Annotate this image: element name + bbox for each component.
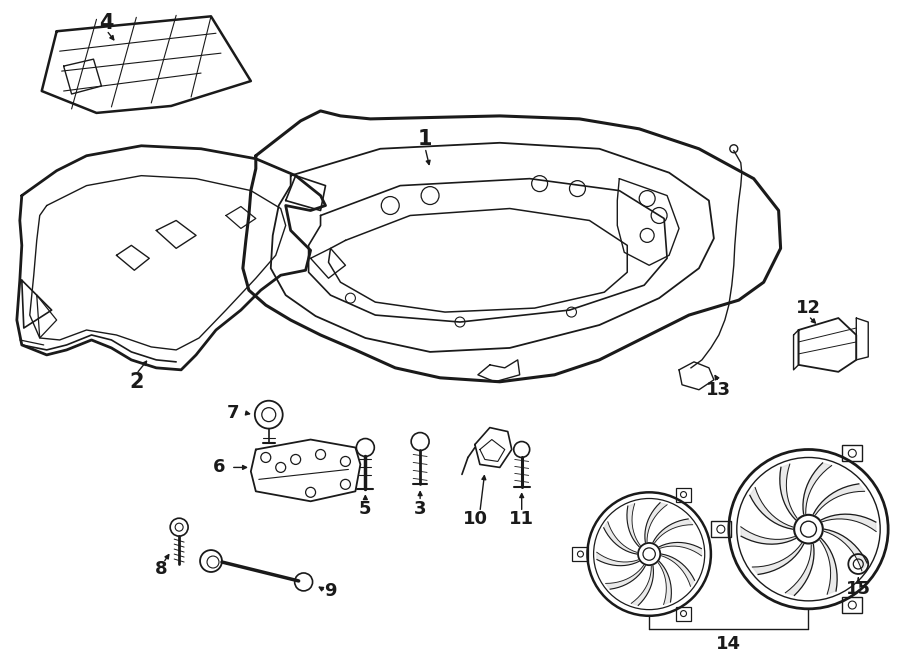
Polygon shape — [814, 484, 865, 515]
Text: 1: 1 — [418, 129, 432, 149]
Polygon shape — [822, 514, 877, 531]
Polygon shape — [779, 464, 797, 520]
Circle shape — [849, 601, 856, 609]
Polygon shape — [750, 487, 793, 529]
Circle shape — [717, 525, 725, 533]
Polygon shape — [604, 522, 637, 554]
Text: 8: 8 — [155, 560, 167, 578]
Circle shape — [680, 492, 687, 498]
Polygon shape — [645, 503, 667, 542]
Text: 13: 13 — [706, 381, 732, 399]
Text: 5: 5 — [359, 500, 372, 518]
Text: 7: 7 — [227, 404, 239, 422]
Text: 12: 12 — [796, 299, 821, 317]
Polygon shape — [606, 565, 645, 589]
Circle shape — [849, 449, 856, 457]
Polygon shape — [653, 519, 693, 543]
Polygon shape — [741, 527, 796, 544]
Text: 6: 6 — [212, 459, 225, 477]
Circle shape — [578, 551, 583, 557]
Polygon shape — [824, 529, 867, 571]
Polygon shape — [752, 543, 804, 574]
Text: 11: 11 — [509, 510, 535, 528]
Polygon shape — [662, 554, 695, 586]
Polygon shape — [803, 463, 832, 514]
Polygon shape — [786, 544, 814, 596]
Polygon shape — [597, 552, 639, 566]
Polygon shape — [659, 543, 702, 556]
Text: 14: 14 — [716, 635, 742, 652]
Polygon shape — [627, 504, 640, 547]
Circle shape — [680, 611, 687, 617]
Text: 2: 2 — [129, 371, 144, 392]
Text: 15: 15 — [846, 580, 871, 598]
Text: 3: 3 — [414, 500, 427, 518]
Polygon shape — [820, 539, 837, 594]
Text: 10: 10 — [464, 510, 489, 528]
Text: 4: 4 — [99, 13, 113, 33]
Polygon shape — [631, 566, 653, 605]
Text: 9: 9 — [324, 582, 337, 600]
Polygon shape — [658, 561, 671, 605]
